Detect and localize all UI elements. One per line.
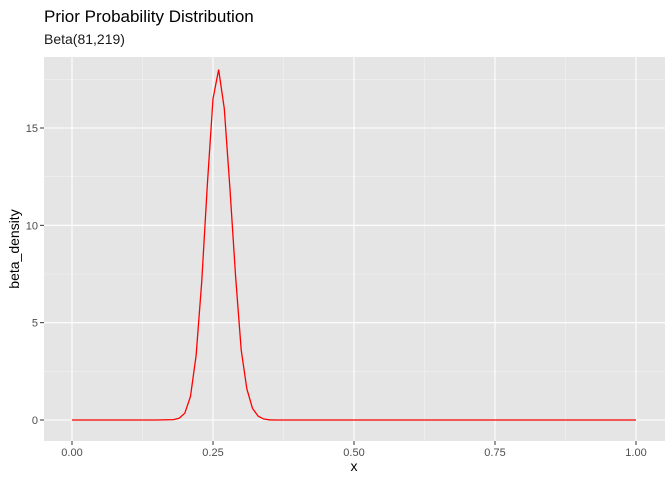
x-tick-label: 0.75 [484,447,505,459]
x-axis: 0.00 0.25 0.50 0.75 1.00 [61,441,647,459]
y-tick-label: 5 [32,318,38,330]
y-axis: 0 5 10 15 [26,123,44,427]
y-tick-label: 0 [32,415,38,427]
x-tick-label: 1.00 [625,447,646,459]
y-tick-label: 15 [26,123,38,135]
density-line [72,69,636,421]
y-tick-label: 10 [26,220,38,232]
y-axis-title: beta_density [6,209,22,288]
x-tick-label: 0.25 [202,447,223,459]
chart-subtitle: Beta(81,219) [44,31,125,47]
x-tick-label: 0.50 [343,447,364,459]
x-tick-label: 0.00 [61,447,82,459]
x-axis-title: x [351,458,358,474]
chart-title: Prior Probability Distribution [44,7,254,26]
